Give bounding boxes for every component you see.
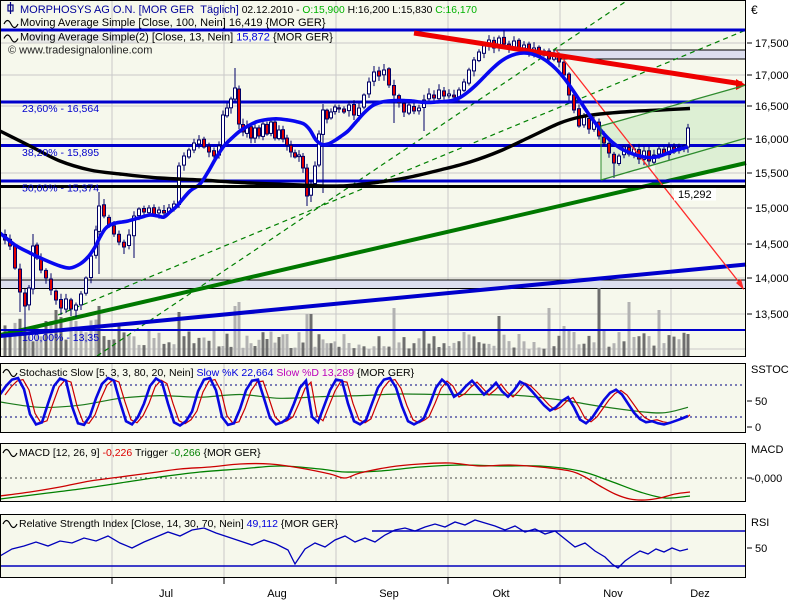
- svg-text:13,500: 13,500: [755, 309, 789, 321]
- svg-text:Nov: Nov: [603, 588, 623, 600]
- svg-text:Okt: Okt: [492, 588, 509, 600]
- svg-text:15,500: 15,500: [755, 168, 789, 180]
- svg-text:14,500: 14,500: [755, 239, 789, 251]
- svg-text:23,60% - 16,564: 23,60% - 16,564: [22, 103, 99, 115]
- svg-text:17,500: 17,500: [755, 38, 789, 50]
- svg-text:0: 0: [755, 422, 761, 434]
- svg-text:15,000: 15,000: [755, 203, 789, 215]
- svg-text:Dez: Dez: [690, 588, 710, 600]
- svg-text:17,000: 17,000: [755, 70, 789, 82]
- svg-text:16,500: 16,500: [755, 101, 789, 113]
- svg-text:SSTOC: SSTOC: [751, 364, 789, 376]
- svg-text:-0,000: -0,000: [751, 473, 782, 485]
- svg-text:14,000: 14,000: [755, 273, 789, 285]
- svg-text:€: €: [751, 3, 758, 17]
- svg-text:16,000: 16,000: [755, 134, 789, 146]
- svg-text:38,20% - 15,895: 38,20% - 15,895: [22, 147, 99, 159]
- svg-text:100,00% - 13,35: 100,00% - 13,35: [22, 332, 99, 344]
- svg-text:© www.tradesignalonline.com: © www.tradesignalonline.com: [8, 45, 152, 57]
- svg-text:Moving Average Simple [Close,: Moving Average Simple [Close, 100, Nein]…: [20, 17, 326, 29]
- svg-text:MORPHOSYS AG O.N. [MOR GER Tä: MORPHOSYS AG O.N. [MOR GER Täglich] 02.1…: [20, 4, 477, 16]
- svg-text:Sep: Sep: [379, 588, 399, 600]
- svg-text:RSI: RSI: [751, 517, 769, 529]
- svg-text:Stochastic Slow [5, 3, 3, 80,: Stochastic Slow [5, 3, 3, 80, 20, Nein] …: [19, 367, 415, 379]
- svg-text:15,292: 15,292: [678, 189, 712, 201]
- svg-text:Relative Strength Index [Close: Relative Strength Index [Close, 14, 30, …: [19, 518, 339, 530]
- svg-text:Moving Average Simple(2) [Clos: Moving Average Simple(2) [Close, 13, Nei…: [20, 32, 333, 44]
- svg-text:Jul: Jul: [159, 588, 173, 600]
- svg-text:Aug: Aug: [267, 588, 287, 600]
- svg-text:MACD [12, 26, 9] -0,226 Trigge: MACD [12, 26, 9] -0,226 Trigger -0,266 {…: [19, 447, 261, 459]
- svg-text:50,00% - 15,374: 50,00% - 15,374: [22, 183, 99, 195]
- svg-text:50: 50: [755, 396, 767, 408]
- svg-text:50: 50: [755, 543, 767, 555]
- svg-text:MACD: MACD: [751, 444, 783, 456]
